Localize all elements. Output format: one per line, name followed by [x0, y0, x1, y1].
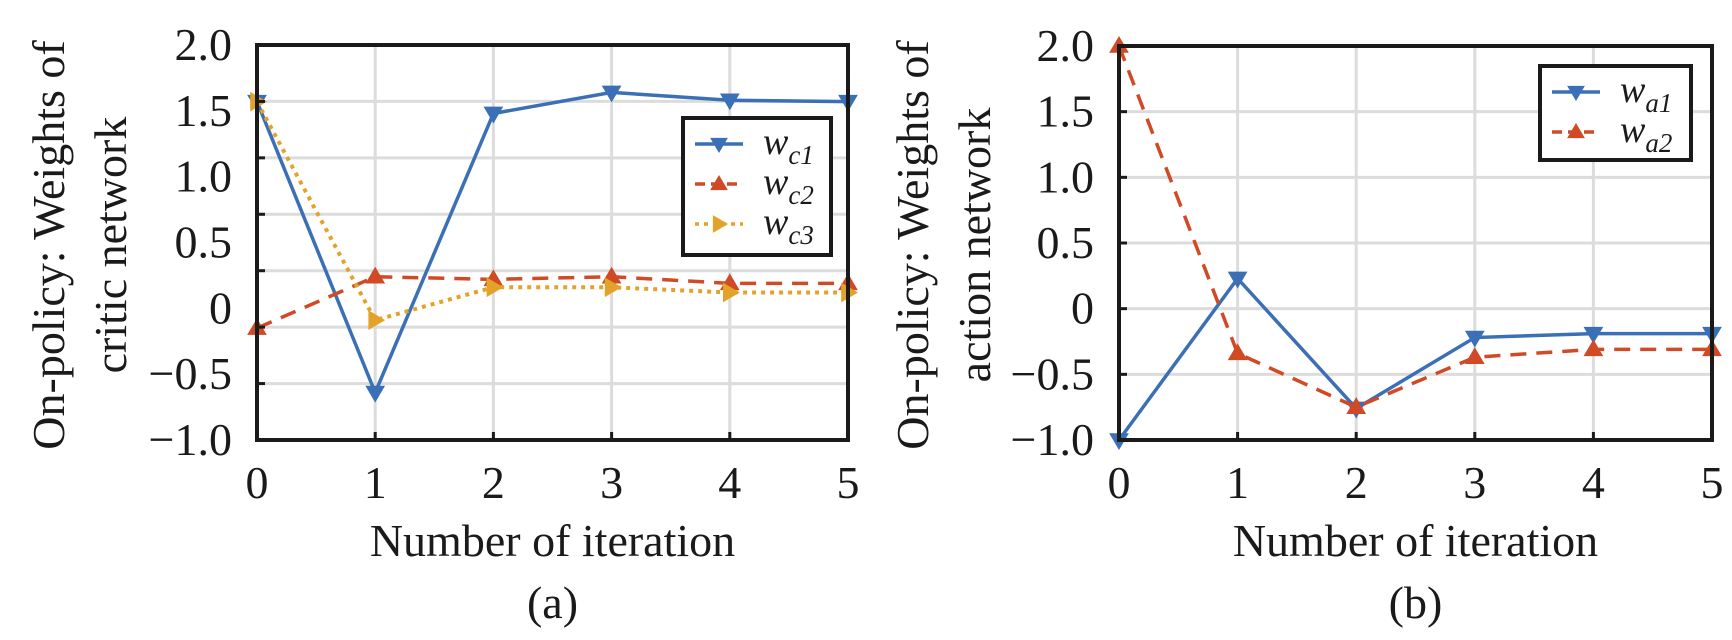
data-point: [1583, 339, 1604, 357]
x-axis-label: Number of iteration: [1233, 515, 1598, 566]
legend-marker: [1567, 85, 1585, 101]
x-tick-labels: 0 1 2 3 4 5: [246, 457, 860, 508]
series-w-a2: [1109, 36, 1722, 414]
data-point: [601, 85, 622, 103]
y-tick-label: 1.5: [1037, 86, 1095, 137]
data-point: [1227, 271, 1248, 289]
legend-item: wc3: [695, 201, 814, 250]
gridlines: [257, 45, 848, 440]
panel-a: 2.0 1.5 1.0 0.5 0 −0.5 −1.0 0 1 2 3 4 5 On-policy: …: [23, 19, 860, 628]
legend-subscript: c3: [788, 220, 813, 250]
y-tick-label: −0.5: [1011, 348, 1094, 399]
legend-label: wc3: [763, 201, 814, 250]
data-point: [368, 310, 386, 331]
data-point: [365, 385, 386, 403]
x-tick-labels: 0 1 2 3 4 5: [1108, 457, 1724, 508]
x-tick-label: 3: [600, 457, 623, 508]
data-point: [1464, 347, 1485, 365]
y-tick-label: 0: [209, 282, 232, 333]
y-axis-label-line1: On-policy: Weights of: [887, 40, 938, 450]
series-line: [1117, 275, 1712, 442]
data-point: [1583, 326, 1604, 344]
x-tick-label: 2: [1345, 457, 1368, 508]
y-axis-label-line2: action network: [949, 108, 1000, 383]
x-tick-label: 2: [482, 457, 505, 508]
x-tick-label: 3: [1463, 457, 1486, 508]
legend-subscript: a1: [1645, 88, 1672, 118]
y-tick-label: 0: [1071, 283, 1094, 334]
series-line: [1117, 45, 1712, 410]
y-axis-label-line2: critic network: [85, 117, 136, 374]
y-axis-label-line1: On-policy: Weights of: [23, 40, 74, 450]
y-tick-label: −1.0: [149, 414, 232, 465]
x-tick-label: 4: [1582, 457, 1605, 508]
y-tick-label: 1.5: [175, 85, 233, 136]
x-tick-label: 1: [364, 457, 387, 508]
y-tick-label: 0.5: [1037, 217, 1095, 268]
panel-b: 2.0 1.5 1.0 0.5 0 −0.5 −1.0 0 1 2 3 4 5 On-policy: …: [887, 20, 1724, 628]
legend-marker: [710, 175, 728, 191]
x-tick-label: 5: [1701, 457, 1724, 508]
legend-marker: [1567, 123, 1585, 139]
x-tick-label: 1: [1226, 457, 1249, 508]
series-line: [255, 100, 848, 323]
y-tick-label: 2.0: [1037, 20, 1095, 71]
legend-subscript: c2: [788, 180, 813, 210]
y-tick-label: 2.0: [175, 19, 233, 70]
y-tick-labels: 2.0 1.5 1.0 0.5 0 −0.5 −1.0: [149, 19, 232, 465]
x-tick-label: 5: [837, 457, 860, 508]
data-point: [365, 266, 386, 284]
legend-marker: [710, 137, 728, 153]
y-tick-label: 1.0: [1037, 151, 1095, 202]
y-tick-label: −0.5: [149, 348, 232, 399]
series-layer: [1109, 36, 1722, 450]
series-w-a1: [1109, 271, 1722, 450]
legend-marker: [712, 215, 728, 233]
y-tick-label: −1.0: [1011, 414, 1094, 465]
data-point: [483, 106, 504, 124]
tick-marks: [1119, 110, 1595, 440]
data-point: [719, 93, 740, 111]
plot-frame: [255, 43, 850, 442]
legend-box: [1538, 64, 1693, 162]
legend-subscript: a2: [1645, 128, 1672, 158]
panel-label: (b): [1389, 577, 1443, 628]
data-point: [1464, 330, 1485, 348]
legend-box: [681, 116, 833, 257]
x-axis-label: Number of iteration: [370, 515, 735, 566]
panel-label: (a): [527, 577, 578, 628]
y-tick-labels: 2.0 1.5 1.0 0.5 0 −0.5 −1.0: [1011, 20, 1094, 465]
data-point: [1346, 397, 1367, 414]
legend-subscript: c1: [788, 140, 813, 170]
data-point: [723, 282, 740, 303]
series-line: [255, 90, 849, 398]
data-point: [486, 277, 504, 298]
y-tick-label: 1.0: [175, 151, 233, 202]
x-tick-label: 4: [718, 457, 741, 508]
data-point: [604, 277, 622, 298]
y-tick-label: 0.5: [175, 217, 233, 268]
x-tick-label: 0: [1108, 457, 1131, 508]
tick-marks: [257, 99, 732, 440]
x-tick-label: 0: [246, 457, 269, 508]
data-point: [1227, 343, 1248, 361]
